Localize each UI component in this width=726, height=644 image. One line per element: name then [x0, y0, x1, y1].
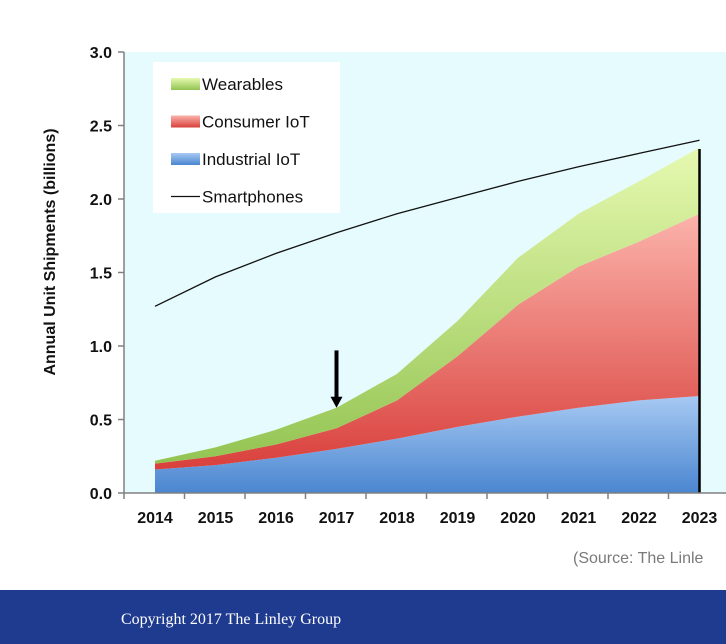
y-tick-label: 1.0 [90, 339, 112, 356]
area-industrial-iot [155, 396, 700, 493]
y-tick-label: 1.5 [90, 266, 112, 283]
x-tick-label: 2019 [440, 510, 476, 527]
area-consumer-iot [155, 213, 700, 470]
line-smartphones [154, 139, 700, 307]
legend-label-consumer-iot: Consumer IoT [202, 113, 310, 132]
y-tick-label: 3.0 [90, 45, 112, 62]
x-tick-label: 2022 [621, 510, 657, 527]
x-tick-label: 2020 [500, 510, 536, 527]
x-tick-label: 2014 [137, 510, 173, 527]
copyright-text: Copyright 2017 The Linley Group [121, 611, 342, 628]
x-tick-label: 2021 [561, 510, 597, 527]
legend-label-industrial-iot: Industrial IoT [202, 150, 300, 169]
x-tick-label: 2016 [258, 510, 294, 527]
legend-label-wearables: Wearables [202, 75, 283, 94]
y-tick-label: 0.0 [90, 486, 112, 503]
x-tick-label: 2017 [319, 510, 355, 527]
source-note: (Source: The Linle [573, 550, 704, 567]
area-wearables [155, 147, 700, 464]
chart: 0.0 0.5 1.0 1.5 2.0 2.5 3.0 2014 2015 2016 2017 20… [42, 45, 726, 567]
y-tick-label: 2.0 [90, 192, 112, 209]
y-axis-label: Annual Unit Shipments (billions) [42, 128, 59, 375]
legend-swatch-industrial-iot [171, 153, 200, 165]
y-tick-label: 2.5 [90, 119, 112, 136]
arrow-down-icon [330, 396, 343, 408]
y-tick-label: 0.5 [90, 413, 112, 430]
x-tick-label: 2015 [198, 510, 234, 527]
footer-bar: Copyright 2017 The Linley Group [0, 590, 726, 644]
x-tick-label: 2023 [682, 510, 718, 527]
legend-label-smartphones: Smartphones [202, 188, 303, 207]
x-tick-label: 2018 [379, 510, 415, 527]
legend: Wearables Consumer IoT Industrial IoT Smart… [153, 62, 340, 213]
legend-swatch-consumer-iot [171, 115, 200, 128]
legend-swatch-wearables [171, 78, 200, 90]
